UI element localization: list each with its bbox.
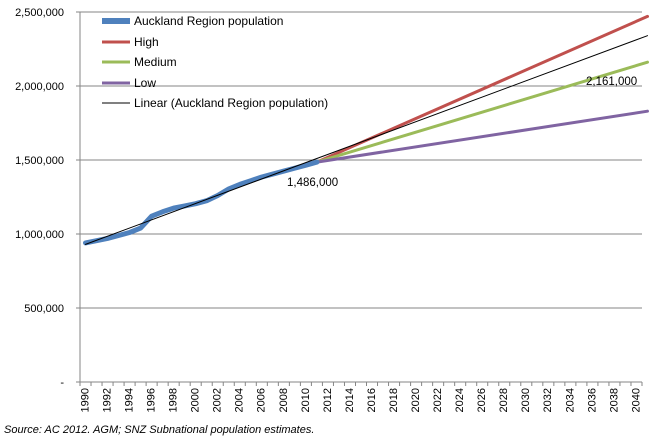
gridlines [76,11,642,383]
x-tick-label: 2016 [366,388,378,412]
x-tick-label: 2002 [212,388,224,412]
x-tick-label: 2014 [344,388,356,412]
x-tick-label: 2020 [410,388,422,412]
legend-label-medium: Medium [134,55,177,69]
series-line-linear-trend [85,35,648,245]
x-tick-label: 2032 [542,388,554,412]
x-tick-label: 2036 [586,388,598,412]
x-tick-label: 2006 [256,388,268,412]
y-tick-label: 1,000,000 [15,229,64,241]
x-tick-label: 2012 [322,388,334,412]
x-tick-label: 1994 [123,388,135,412]
plot-background [80,12,642,382]
y-tick-label: 2,500,000 [15,7,64,19]
x-tick-label: 2040 [630,388,642,412]
annotation-2041-medium-value: 2,161,000 [586,76,637,88]
x-tick-label: 2004 [234,388,246,412]
x-tick-label: 2010 [300,388,312,412]
x-tick-label: 1990 [79,388,91,412]
series-line-low [315,109,649,164]
y-tick-labels: - 500,000 1,000,000 1,500,000 2,000,000 2,500… [15,7,64,389]
x-tick-label: 1996 [146,388,158,412]
legend-label-population: Auckland Region population [134,14,283,28]
x-tick-label: 2034 [564,388,576,412]
y-tick-label: 1,500,000 [15,155,64,167]
x-tick-label: 2024 [454,388,466,412]
y-tick-label: 2,000,000 [15,81,64,93]
x-tick-label: 2022 [432,388,444,412]
x-tick-label: 1998 [168,388,180,412]
source-caption: Source: AC 2012. AGM; SNZ Subnational po… [4,424,315,436]
x-tick-label: 2038 [608,388,620,412]
legend-label-high: High [134,35,159,49]
x-tick-label: 2028 [498,388,510,412]
x-tick-label: 2000 [190,388,202,412]
x-tick-labels: 1990 1992 1994 1996 1998 2000 2002 2004 2006 2008… [79,382,643,412]
y-tick-label: 500,000 [24,303,64,315]
x-tick-label: 1992 [101,388,113,412]
y-tick-label: - [60,377,64,389]
x-tick-label: 2026 [476,388,488,412]
series-lines [83,14,649,246]
legend: Auckland Region population High Medium L… [102,14,328,110]
x-tick-label: 2008 [278,388,290,412]
legend-label-linear: Linear (Auckland Region population) [134,96,328,110]
axes [79,12,642,383]
x-tick-label: 2018 [388,388,400,412]
legend-label-low: Low [134,76,156,90]
x-tick-label: 2030 [520,388,532,412]
series-line-medium [315,60,649,164]
annotation-2011-value: 1,486,000 [287,177,338,189]
chart-area: - 500,000 1,000,000 1,500,000 2,000,000 2,500… [15,7,649,412]
